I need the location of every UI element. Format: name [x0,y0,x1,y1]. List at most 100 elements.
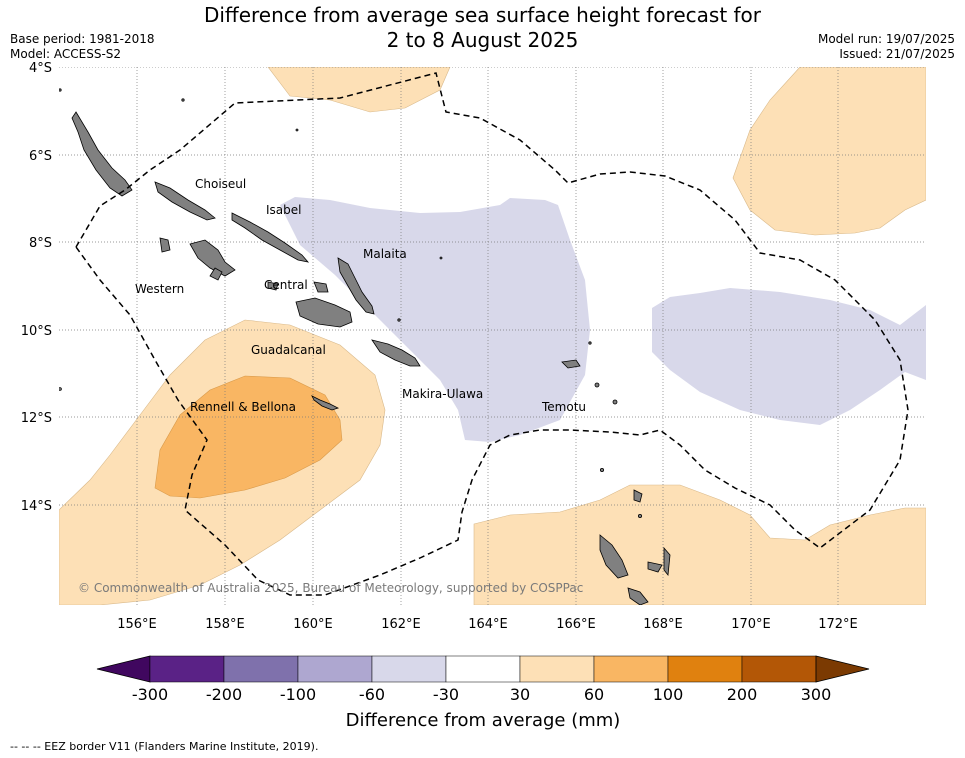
island-santa-cruz [561,359,581,369]
place-label-makira-ulawa: Makira-Ulawa [402,387,483,401]
title-line-1: Difference from average sea surface heig… [203,3,762,27]
lat-tick-label: 10°S [21,324,52,339]
islet [612,399,618,405]
lat-tick-label: 8°S [29,236,52,251]
colorbar-label: Difference from average (mm) [346,710,621,731]
islet [439,256,443,260]
anomaly-area-negative-30-60 [652,288,926,425]
colorbar-extend-low [96,655,151,683]
colorbar-tick-label: 60 [584,685,604,704]
base-period: Base period: 1981-2018 [10,32,155,46]
place-label-central: Central [264,278,308,292]
islet [600,467,605,472]
place-label-western: Western [135,282,184,296]
colorbar-segment [593,655,669,683]
meta-left: Base period: 1981-2018 Model: ACCESS-S2 [10,32,155,62]
colorbar-tick-label: -100 [280,685,316,704]
island-makira [371,339,421,367]
lat-tick-label: 6°S [29,149,52,164]
island-vanuatu-malakula [627,587,649,605]
lon-tick-label: 156°E [117,617,157,632]
islet [295,128,299,132]
model-run: Model run: 19/07/2025 [817,32,955,46]
colorbar-segment [371,655,447,683]
map-area: Choiseul Isabel Malaita Western Central … [59,67,926,605]
island-florida [313,281,329,293]
anomaly-area-positive-30-60 [732,67,926,236]
island-vanuatu-ambae [647,561,663,573]
colorbar-tick-label: -200 [206,685,242,704]
lat-tick-label: 12°S [21,411,52,426]
anomaly-area-negative-30-60 [280,197,590,442]
island-vella-lavella [159,237,171,253]
island-choiseul [154,181,216,221]
colorbar-tick-label: 200 [727,685,758,704]
place-label-temotu: Temotu [541,400,586,414]
colorbar-extend-high [815,655,870,683]
islet [59,387,62,391]
eez-border-legend: -- -- -- EEZ border V11 (Flanders Marine… [10,740,319,753]
islet [594,382,600,388]
colorbar-tick-label: 30 [510,685,530,704]
islet [397,318,401,322]
latitude-ticks: 4°S 6°S 8°S 10°S 12°S 14°S [21,61,52,514]
lon-tick-label: 160°E [293,617,333,632]
lon-tick-label: 170°E [731,617,771,632]
map-title: Difference from average sea surface heig… [0,3,965,53]
lat-tick-label: 14°S [21,499,52,514]
lon-tick-label: 168°E [643,617,683,632]
anomaly-area-positive-30-60 [267,67,451,113]
island-bougainville [71,111,133,197]
lon-tick-label: 164°E [468,617,508,632]
island-vanuatu-espiritu-santo [599,534,629,579]
island-rennell [311,395,340,411]
anomaly-area-positive-30-60 [473,484,926,605]
island-russell [267,281,279,291]
anomaly-area-positive-60-100 [154,375,343,499]
island-malaita [337,257,375,315]
colorbar-tick-label: 100 [653,685,684,704]
place-label-isabel: Isabel [266,203,301,217]
place-label-rennell-bellona: Rennell & Bellona [190,400,296,414]
title-line-2: 2 to 8 August 2025 [386,28,579,52]
colorbar-ticks: -300 -200 -100 -60 -30 30 60 100 200 300 [132,685,831,704]
colorbar-segment [519,655,595,683]
island-guadalcanal [295,297,353,328]
colorbar-tick-label: 300 [801,685,832,704]
lon-tick-label: 158°E [205,617,245,632]
colorbar-tick-label: -300 [132,685,168,704]
island-vanuatu-pentecost [663,546,671,577]
place-label-guadalcanal: Guadalcanal [251,343,326,357]
meta-right: Model run: 19/07/2025 Issued: 21/07/2025 [818,32,955,62]
colorbar-segment [741,655,817,683]
colorbar-tick-label: -30 [433,685,459,704]
eez-border-solomon-islands [75,72,909,596]
lon-tick-label: 172°E [818,617,858,632]
place-label-malaita: Malaita [363,247,407,261]
islet [588,341,592,345]
island-new-georgia [189,239,236,277]
model-name: Model: ACCESS-S2 [10,47,122,61]
lat-tick-label: 4°S [29,61,52,76]
colorbar-segment [445,655,521,683]
island-rendova [209,267,223,281]
islet [59,88,62,92]
colorbar-segment [223,655,299,683]
islet [181,98,185,102]
lon-tick-label: 162°E [381,617,421,632]
island-vanuatu-banks [633,489,643,503]
island-isabel [231,212,310,263]
place-label-choiseul: Choiseul [195,177,246,191]
lon-tick-label: 166°E [556,617,596,632]
colorbar-segment [297,655,373,683]
colorbar-segment [667,655,743,683]
longitude-ticks: 156°E 158°E 160°E 162°E 164°E 166°E 168°… [117,617,858,632]
colorbar-segment [149,655,225,683]
issued-date: Issued: 21/07/2025 [839,47,955,61]
colorbar-tick-label: -60 [359,685,385,704]
colorbar: -300 -200 -100 -60 -30 30 60 100 200 300… [96,655,870,731]
islet [638,514,643,519]
copyright-notice: © Commonwealth of Australia 2025, Bureau… [78,581,583,595]
land-masses [59,88,671,605]
